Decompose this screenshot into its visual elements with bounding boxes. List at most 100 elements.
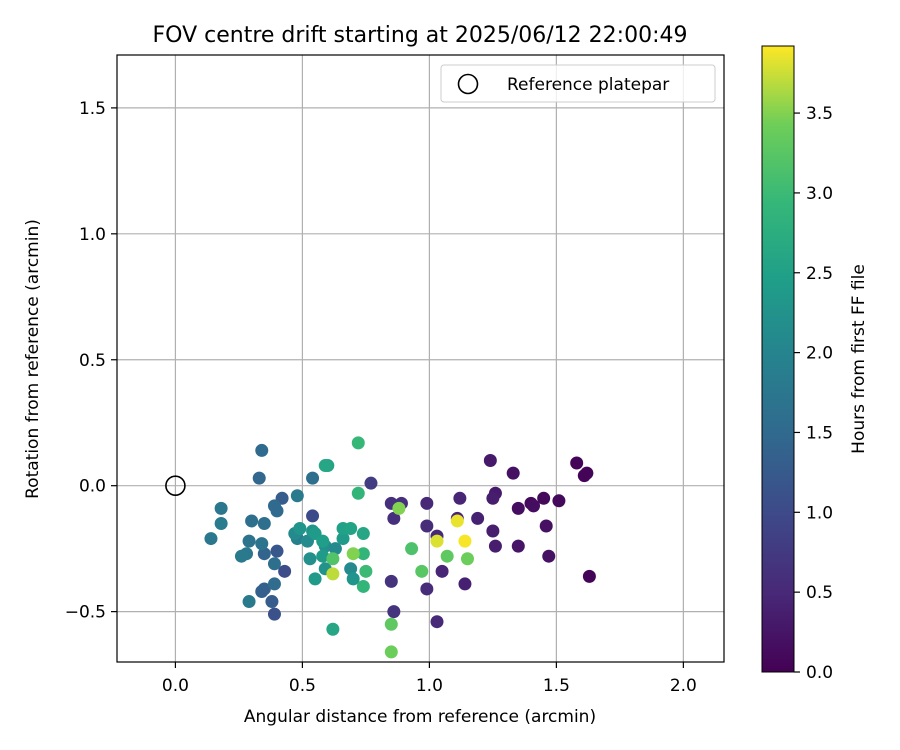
- data-point: [326, 552, 340, 566]
- legend: Reference platepar: [440, 64, 716, 103]
- legend-box: [440, 64, 716, 103]
- data-point: [539, 519, 553, 533]
- data-point: [316, 534, 330, 548]
- data-point: [356, 579, 370, 593]
- data-point: [420, 496, 434, 510]
- data-point: [440, 549, 454, 563]
- data-point: [415, 564, 429, 578]
- data-point: [270, 544, 284, 558]
- data-point: [471, 511, 485, 525]
- colorbar-tick-label: 0.5: [806, 583, 833, 603]
- data-point: [577, 469, 591, 483]
- data-point: [346, 572, 360, 586]
- x-tick-label: 0.5: [289, 676, 316, 696]
- data-point: [344, 522, 358, 536]
- x-tick-label: 1.0: [416, 676, 443, 696]
- data-point: [430, 534, 444, 548]
- data-point: [308, 572, 322, 586]
- data-point: [326, 622, 340, 636]
- data-point: [542, 549, 556, 563]
- data-point: [267, 557, 281, 571]
- data-point: [430, 615, 444, 629]
- data-point: [267, 577, 281, 591]
- data-point: [582, 569, 596, 583]
- data-point: [245, 514, 259, 528]
- data-point: [255, 537, 269, 551]
- data-point: [270, 504, 284, 518]
- data-point: [257, 516, 271, 530]
- legend-label: Reference platepar: [507, 75, 669, 95]
- y-tick-label: 0.5: [79, 351, 106, 371]
- x-tick-label: 0.0: [162, 676, 189, 696]
- data-point: [234, 549, 248, 563]
- data-point: [351, 436, 365, 450]
- data-point: [326, 567, 340, 581]
- colorbar-tick-label: 1.5: [806, 423, 833, 443]
- data-point: [458, 534, 472, 548]
- data-point: [290, 489, 304, 503]
- data-point: [346, 547, 360, 561]
- colorbar-tick-label: 0.0: [806, 663, 833, 683]
- colorbar-tick-label: 2.0: [806, 344, 833, 364]
- data-point: [306, 509, 320, 523]
- data-point: [318, 459, 332, 473]
- data-point: [214, 501, 228, 515]
- data-point: [356, 527, 370, 541]
- x-tick-label: 1.5: [543, 676, 570, 696]
- data-point: [506, 466, 520, 480]
- data-point: [486, 491, 500, 505]
- colorbar-gradient: [761, 45, 795, 673]
- colorbar-label: Hours from first FF file: [849, 264, 869, 454]
- data-point: [537, 491, 551, 505]
- x-axis-ticks: 0.0 0.5 1.0 1.5 2.0: [162, 662, 697, 696]
- colorbar-tick-label: 3.0: [806, 184, 833, 204]
- y-tick-label: −0.5: [65, 603, 106, 623]
- reference-marker: [165, 475, 186, 496]
- data-point: [328, 542, 342, 556]
- y-axis-ticks: −0.5 0.0 0.5 1.0 1.5: [65, 99, 117, 623]
- grid: [117, 55, 724, 662]
- legend-reference-marker: [457, 73, 479, 95]
- colorbar: 0.0 0.5 1.0 1.5 2.0 2.5 3.0 3.5 Hours from firs…: [761, 45, 869, 683]
- data-point: [458, 577, 472, 591]
- data-point: [384, 617, 398, 631]
- data-point: [255, 443, 269, 457]
- y-axis-label: Rotation from reference (arcmin): [23, 219, 43, 499]
- data-point: [552, 494, 566, 508]
- data-point: [267, 607, 281, 621]
- chart-title: FOV centre drift starting at 2025/06/12 …: [153, 23, 688, 48]
- data-point: [435, 564, 449, 578]
- data-point: [351, 486, 365, 500]
- data-point: [257, 547, 271, 561]
- data-point: [483, 454, 497, 468]
- data-point: [420, 582, 434, 596]
- data-point: [387, 511, 401, 525]
- colorbar-tick-label: 3.5: [806, 104, 833, 124]
- data-point: [293, 522, 307, 536]
- data-point: [204, 532, 218, 546]
- data-point: [420, 519, 434, 533]
- data-point: [384, 645, 398, 659]
- data-point: [242, 595, 256, 609]
- data-point: [278, 564, 292, 578]
- y-tick-label: 0.0: [79, 477, 106, 497]
- data-point: [336, 532, 350, 546]
- y-tick-label: 1.0: [79, 225, 106, 245]
- colorbar-ticks: 0.0 0.5 1.0 1.5 2.0 2.5 3.0 3.5: [794, 104, 833, 683]
- data-point: [392, 501, 406, 515]
- data-point: [460, 552, 474, 566]
- data-point: [384, 574, 398, 588]
- data-point: [387, 605, 401, 619]
- colorbar-tick-label: 1.0: [806, 503, 833, 523]
- x-axis-label: Angular distance from reference (arcmin): [244, 707, 596, 727]
- data-point: [356, 547, 370, 561]
- data-point: [344, 562, 358, 576]
- data-point: [511, 539, 525, 553]
- data-point: [450, 514, 464, 528]
- data-point: [405, 542, 419, 556]
- data-point: [488, 539, 502, 553]
- reference-marker-layer: [165, 475, 186, 496]
- data-point: [257, 582, 271, 596]
- data-point: [306, 471, 320, 485]
